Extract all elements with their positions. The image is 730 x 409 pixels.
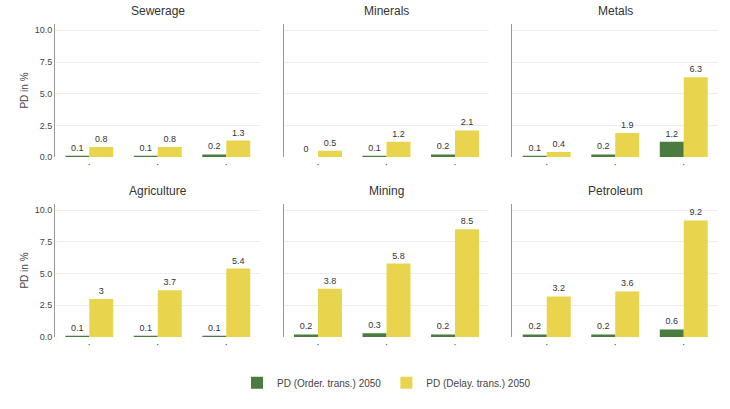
svg-text:·: · (545, 339, 548, 350)
svg-text:·: · (316, 339, 319, 350)
svg-text:0.5: 0.5 (324, 138, 337, 148)
svg-text:PD (Order. trans.) 2050: PD (Order. trans.) 2050 (277, 378, 381, 389)
svg-text:7.5: 7.5 (40, 237, 53, 247)
svg-text:·: · (385, 339, 388, 350)
svg-text:0.2: 0.2 (437, 321, 450, 331)
svg-text:8.5: 8.5 (461, 216, 474, 226)
svg-text:9.2: 9.2 (689, 207, 702, 217)
svg-text:·: · (156, 159, 159, 170)
svg-text:0.2: 0.2 (437, 141, 450, 151)
svg-text:0.8: 0.8 (95, 134, 108, 144)
svg-text:1.3: 1.3 (232, 128, 245, 138)
svg-text:0.1: 0.1 (71, 143, 84, 153)
svg-text:·: · (682, 339, 685, 350)
svg-text:0.1: 0.1 (208, 323, 221, 333)
svg-text:0.1: 0.1 (71, 323, 84, 333)
svg-text:5.0: 5.0 (40, 89, 53, 99)
svg-text:3: 3 (99, 286, 104, 296)
svg-text:·: · (385, 159, 388, 170)
svg-text:·: · (88, 159, 91, 170)
svg-text:1.2: 1.2 (392, 129, 405, 139)
svg-text:3.6: 3.6 (621, 278, 634, 288)
svg-text:0.8: 0.8 (163, 134, 176, 144)
svg-text:0.2: 0.2 (528, 321, 541, 331)
svg-text:0.1: 0.1 (140, 143, 153, 153)
svg-text:5.8: 5.8 (392, 251, 405, 261)
svg-text:0.1: 0.1 (368, 143, 381, 153)
svg-text:0: 0 (303, 144, 308, 154)
svg-text:3.8: 3.8 (324, 276, 337, 286)
svg-text:1.2: 1.2 (666, 129, 679, 139)
svg-text:0.1: 0.1 (528, 143, 541, 153)
svg-text:2.5: 2.5 (40, 121, 53, 131)
svg-text:Minerals: Minerals (364, 4, 409, 18)
svg-text:·: · (156, 339, 159, 350)
svg-text:10.0: 10.0 (35, 205, 53, 215)
svg-text:6.3: 6.3 (689, 64, 702, 74)
svg-text:0.2: 0.2 (300, 321, 313, 331)
svg-text:0.2: 0.2 (208, 141, 221, 151)
svg-text:·: · (88, 339, 91, 350)
svg-text:0.6: 0.6 (666, 316, 679, 326)
svg-text:·: · (682, 159, 685, 170)
svg-text:Mining: Mining (369, 184, 404, 198)
svg-text:5.4: 5.4 (232, 256, 245, 266)
svg-text:·: · (545, 159, 548, 170)
svg-text:Agriculture: Agriculture (129, 184, 187, 198)
svg-text:·: · (225, 159, 228, 170)
svg-text:10.0: 10.0 (35, 25, 53, 35)
svg-text:7.5: 7.5 (40, 57, 53, 67)
svg-text:Petroleum: Petroleum (588, 184, 643, 198)
svg-text:3.7: 3.7 (163, 277, 176, 287)
svg-text:0.3: 0.3 (368, 320, 381, 330)
svg-text:·: · (225, 339, 228, 350)
svg-text:2.5: 2.5 (40, 300, 53, 310)
svg-text:0.1: 0.1 (140, 323, 153, 333)
svg-text:0.2: 0.2 (597, 141, 610, 151)
svg-text:0.4: 0.4 (552, 139, 565, 149)
svg-text:Sewerage: Sewerage (131, 4, 185, 18)
svg-text:0.2: 0.2 (597, 321, 610, 331)
svg-text:PD (Delay. trans.) 2050: PD (Delay. trans.) 2050 (426, 378, 530, 389)
svg-text:·: · (453, 339, 456, 350)
svg-text:0.0: 0.0 (40, 152, 53, 162)
svg-text:2.1: 2.1 (461, 117, 474, 127)
svg-text:·: · (614, 159, 617, 170)
svg-text:0.0: 0.0 (40, 332, 53, 342)
svg-text:·: · (316, 159, 319, 170)
svg-text:5.0: 5.0 (40, 269, 53, 279)
svg-text:Metals: Metals (598, 4, 633, 18)
svg-text:·: · (614, 339, 617, 350)
svg-text:3.2: 3.2 (552, 283, 565, 293)
svg-text:PD in %: PD in % (19, 72, 30, 108)
svg-text:·: · (453, 159, 456, 170)
svg-text:PD in %: PD in % (19, 252, 30, 288)
svg-text:1.9: 1.9 (621, 120, 634, 130)
